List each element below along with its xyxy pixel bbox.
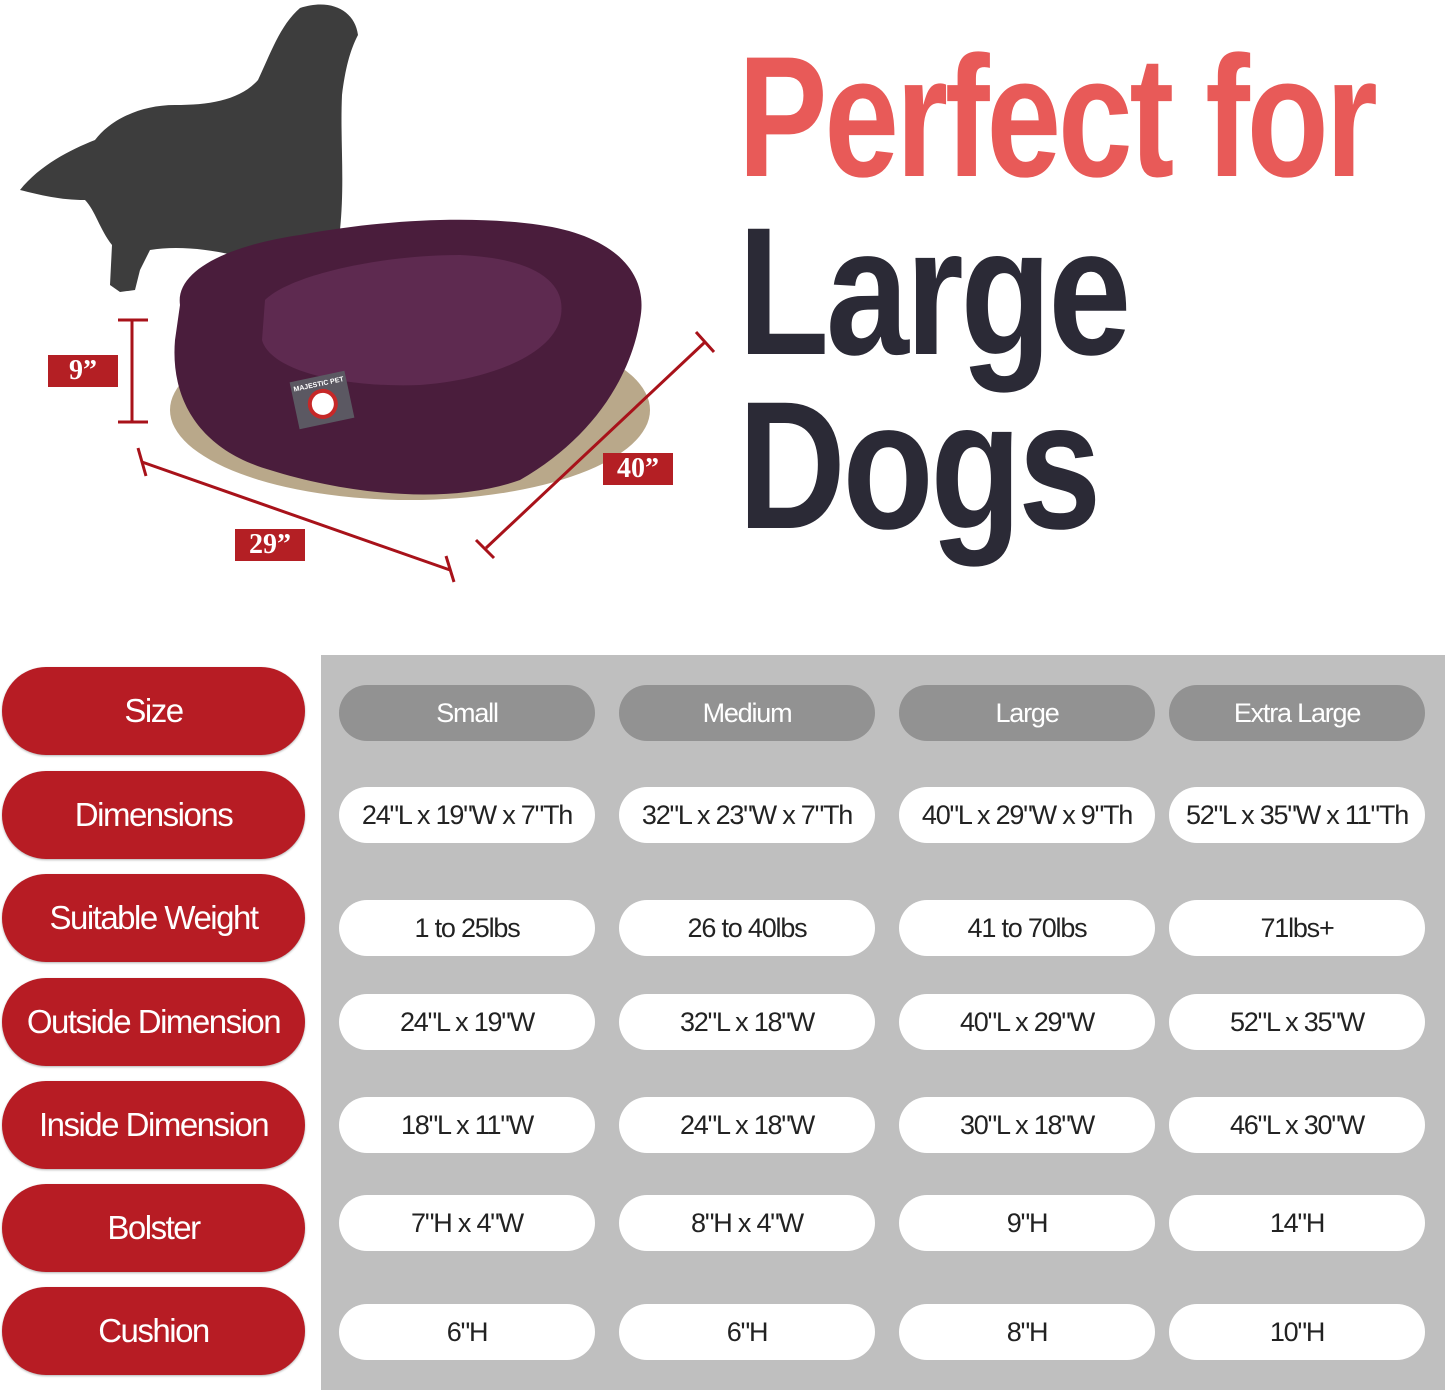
row-label: Cushion — [2, 1287, 305, 1375]
row-label: Outside Dimension — [2, 978, 305, 1066]
table-cell: 41 to 70lbs — [899, 900, 1155, 956]
table-cell: 8"H — [899, 1304, 1155, 1360]
table-cell: 40"L x 29"W — [899, 994, 1155, 1050]
table-cell: 6"H — [619, 1304, 875, 1360]
dimension-lines — [118, 318, 716, 583]
row-label: Dimensions — [2, 771, 305, 859]
table-cell: 7"H x 4"W — [339, 1195, 595, 1251]
product-illustration: MAJESTIC PET — [20, 4, 716, 583]
table-cell: 8"H x 4"W — [619, 1195, 875, 1251]
table-cell: 24"L x 18"W — [619, 1097, 875, 1153]
table-cell: 10"H — [1169, 1304, 1425, 1360]
table-cell: 52"L x 35"W — [1169, 994, 1425, 1050]
table-cell: 32"L x 23"W x 7"Th — [619, 787, 875, 843]
row-label: Suitable Weight — [2, 874, 305, 962]
table-cell: 32"L x 18"W — [619, 994, 875, 1050]
column-header: Medium — [619, 685, 875, 741]
bed-cushion — [262, 255, 562, 386]
length-dimension-tag: 40” — [603, 453, 673, 485]
table-cell: 24"L x 19"W x 7"Th — [339, 787, 595, 843]
table-cell: 46"L x 30"W — [1169, 1097, 1425, 1153]
table-cell: 26 to 40lbs — [619, 900, 875, 956]
width-dimension-tag: 29” — [235, 529, 305, 561]
table-cell: 1 to 25lbs — [339, 900, 595, 956]
table-cell: 71lbs+ — [1169, 900, 1425, 956]
brand-logo — [307, 388, 338, 419]
height-dimension-tag: 9” — [48, 355, 118, 387]
headline-line-1: Perfect for — [738, 21, 1378, 213]
column-header: Small — [339, 685, 595, 741]
table-cell: 40"L x 29"W x 9"Th — [899, 787, 1155, 843]
column-header: Extra Large — [1169, 685, 1425, 741]
table-cell: 52"L x 35"W x 11"Th — [1169, 787, 1425, 843]
row-label: Size — [2, 667, 305, 755]
headline-line-3: Dogs — [738, 363, 1101, 567]
dog-silhouette — [20, 4, 358, 293]
row-label: Inside Dimension — [2, 1081, 305, 1169]
table-cell: 14"H — [1169, 1195, 1425, 1251]
column-header: Large — [899, 685, 1155, 741]
table-cell: 24"L x 19"W — [339, 994, 595, 1050]
table-cell: 9"H — [899, 1195, 1155, 1251]
table-cell: 6"H — [339, 1304, 595, 1360]
headline-line-2: Large — [738, 189, 1131, 393]
table-cell: 30"L x 18"W — [899, 1097, 1155, 1153]
row-label: Bolster — [2, 1184, 305, 1272]
brand-tag-group: MAJESTIC PET — [289, 370, 355, 430]
table-cell: 18"L x 11"W — [339, 1097, 595, 1153]
